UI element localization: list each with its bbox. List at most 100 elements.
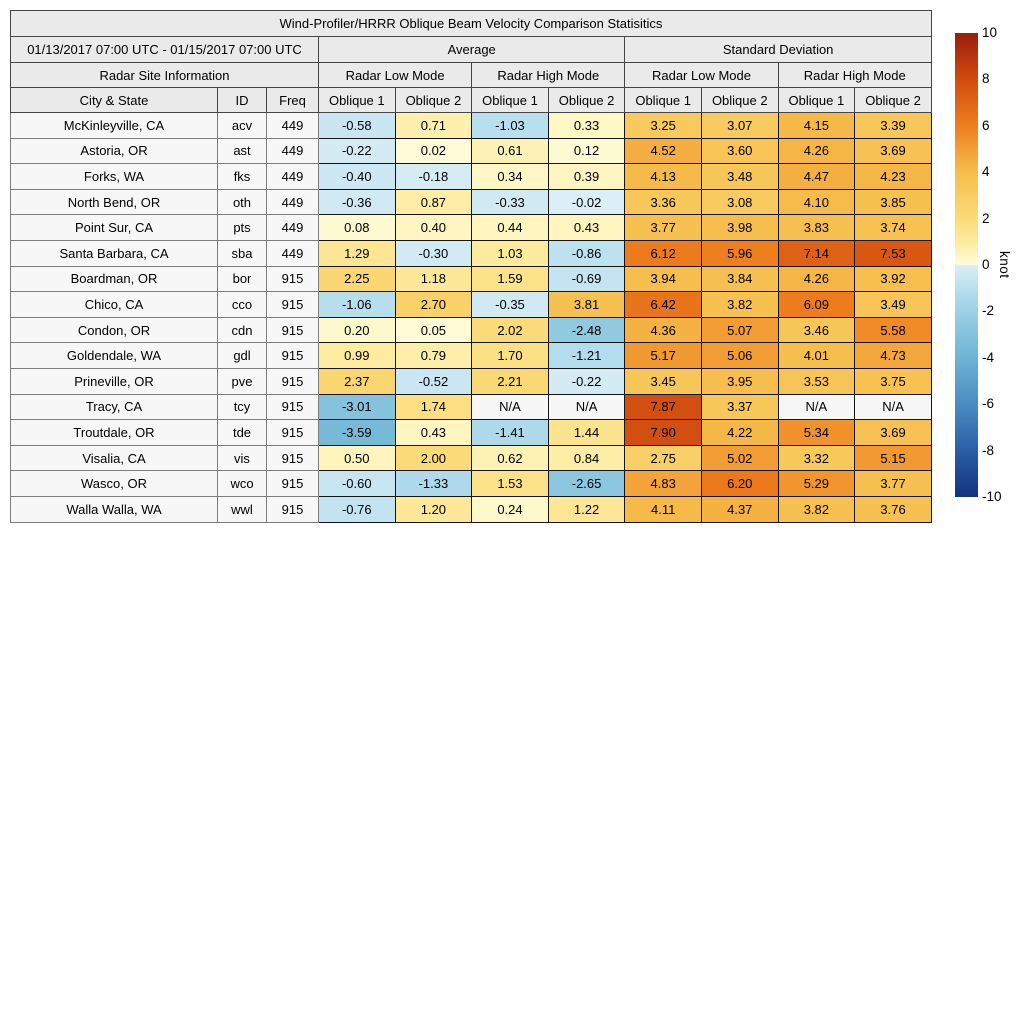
site-id-cell: cco: [217, 291, 267, 318]
value-cell: 1.03: [471, 239, 549, 267]
colorbar-tick-label: 0: [982, 257, 990, 272]
value-cell: 4.37: [700, 495, 779, 523]
value-cell: -1.41: [471, 419, 549, 446]
value-cell: 0.05: [394, 316, 473, 344]
table-row: Goldendale, WA gdl 915 0.99 0.79 1.70 -1.21 5.1…: [10, 342, 932, 369]
value-cell: 0.84: [547, 444, 626, 472]
site-id-cell: bor: [217, 265, 267, 293]
value-cell: -1.06: [318, 291, 396, 318]
freq-cell: 449: [266, 239, 319, 267]
value-cell: -0.69: [547, 265, 626, 293]
city-cell: Goldendale, WA: [10, 342, 218, 369]
city-cell: Astoria, OR: [10, 137, 218, 165]
stddev-group-header: Standard Deviation: [624, 36, 932, 63]
col-header-oblique2: Oblique 2: [700, 87, 779, 113]
table-row: North Bend, OR oth 449 -0.36 0.87 -0.33 -0.02 3…: [10, 188, 932, 216]
city-cell: Forks, WA: [10, 163, 218, 190]
value-cell: -0.36: [318, 188, 396, 216]
value-cell: -3.59: [318, 419, 396, 446]
freq-cell: 449: [266, 163, 319, 190]
column-header-row: City & State ID Freq Oblique 1 Oblique 2…: [10, 87, 932, 113]
value-cell: -1.03: [471, 112, 549, 139]
value-cell: 1.18: [394, 265, 473, 293]
value-cell: 2.02: [471, 316, 549, 344]
table-row: Troutdale, OR tde 915 -3.59 0.43 -1.41 1.44 7.9…: [10, 419, 932, 446]
col-header-oblique2: Oblique 2: [547, 87, 626, 113]
value-cell: 3.75: [854, 367, 932, 395]
table-row: Visalia, CA vis 915 0.50 2.00 0.62 0.84 2.75 5.0…: [10, 444, 932, 472]
value-cell: 3.98: [700, 214, 779, 241]
value-cell: 7.53: [854, 239, 932, 267]
value-cell: 6.09: [777, 291, 856, 318]
value-cell: 4.83: [624, 470, 702, 497]
city-cell: North Bend, OR: [10, 188, 218, 216]
value-cell: 3.69: [854, 137, 932, 165]
value-cell: -0.33: [471, 188, 549, 216]
avg-low-mode-header: Radar Low Mode: [317, 62, 473, 88]
value-cell: 1.59: [471, 265, 549, 293]
table-body: McKinleyville, CA acv 449 -0.58 0.71 -1.03 0.3…: [10, 112, 932, 523]
site-info-header: Radar Site Information: [10, 62, 319, 88]
value-cell: 0.50: [318, 444, 396, 472]
freq-cell: 449: [266, 188, 319, 216]
value-cell: 3.45: [624, 367, 702, 395]
table-row: Forks, WA fks 449 -0.40 -0.18 0.34 0.39 4.13 3.4…: [10, 163, 932, 190]
value-cell: -0.76: [318, 495, 396, 523]
value-cell: 3.39: [854, 112, 932, 139]
site-id-cell: tde: [217, 419, 267, 446]
value-cell: 1.74: [394, 393, 473, 421]
group-header-row: 01/13/2017 07:00 UTC - 01/15/2017 07:00 …: [10, 36, 932, 63]
date-range-label: 01/13/2017 07:00 UTC - 01/15/2017 07:00 …: [10, 36, 319, 63]
value-cell: 5.34: [777, 419, 856, 446]
table-row: Chico, CA cco 915 -1.06 2.70 -0.35 3.81 6.42 3.8…: [10, 291, 932, 318]
table-row: Boardman, OR bor 915 2.25 1.18 1.59 -0.69 3.94 3…: [10, 265, 932, 293]
value-cell: 0.61: [471, 137, 549, 165]
col-header-id: ID: [217, 87, 267, 113]
colorbar-tick-label: -4: [982, 349, 995, 365]
colorbar-tick-label: -2: [982, 303, 995, 319]
freq-cell: 915: [266, 470, 319, 497]
value-cell: 4.52: [624, 137, 702, 165]
value-cell: 0.44: [471, 214, 549, 241]
colorbar-tick-label: -10: [982, 489, 1002, 504]
value-cell: 4.26: [777, 137, 856, 165]
freq-cell: 915: [266, 291, 319, 318]
value-cell: N/A: [547, 393, 626, 421]
value-cell: 4.23: [854, 163, 932, 190]
value-cell: 0.71: [394, 112, 473, 139]
value-cell: 0.99: [318, 342, 396, 369]
value-cell: 1.29: [318, 239, 396, 267]
freq-cell: 915: [266, 342, 319, 369]
col-header-oblique2: Oblique 2: [394, 87, 473, 113]
value-cell: 3.08: [700, 188, 779, 216]
value-cell: 0.39: [547, 163, 626, 190]
table-row: Tracy, CA tcy 915 -3.01 1.74 N/A N/A 7.87 3.37 N/…: [10, 393, 932, 421]
value-cell: 3.82: [777, 495, 856, 523]
value-cell: 3.53: [777, 367, 856, 395]
table-row: Prineville, OR pve 915 2.37 -0.52 2.21 -0.22 3.…: [10, 367, 932, 395]
value-cell: -0.40: [318, 163, 396, 190]
value-cell: -0.22: [547, 367, 626, 395]
value-cell: 3.25: [624, 112, 702, 139]
value-cell: 0.33: [547, 112, 626, 139]
value-cell: -0.02: [547, 188, 626, 216]
city-cell: Boardman, OR: [10, 265, 218, 293]
value-cell: -0.52: [394, 367, 473, 395]
city-cell: Condon, OR: [10, 316, 218, 344]
site-id-cell: oth: [217, 188, 267, 216]
city-cell: Tracy, CA: [10, 393, 218, 421]
table-row: Point Sur, CA pts 449 0.08 0.40 0.44 0.43 3.77 3…: [10, 214, 932, 241]
value-cell: 6.20: [700, 470, 779, 497]
colorbar: 10 8 6 4 2 0 -2 -4 -6 -8 -10 knot: [955, 25, 1024, 504]
freq-cell: 915: [266, 367, 319, 395]
freq-cell: 915: [266, 393, 319, 421]
value-cell: 6.12: [624, 239, 702, 267]
value-cell: 2.21: [471, 367, 549, 395]
value-cell: 1.70: [471, 342, 549, 369]
value-cell: 1.20: [394, 495, 473, 523]
table-row: Condon, OR cdn 915 0.20 0.05 2.02 -2.48 4.36 5.0…: [10, 316, 932, 344]
value-cell: 4.47: [777, 163, 856, 190]
site-id-cell: wco: [217, 470, 267, 497]
value-cell: 3.85: [854, 188, 932, 216]
value-cell: 3.83: [777, 214, 856, 241]
